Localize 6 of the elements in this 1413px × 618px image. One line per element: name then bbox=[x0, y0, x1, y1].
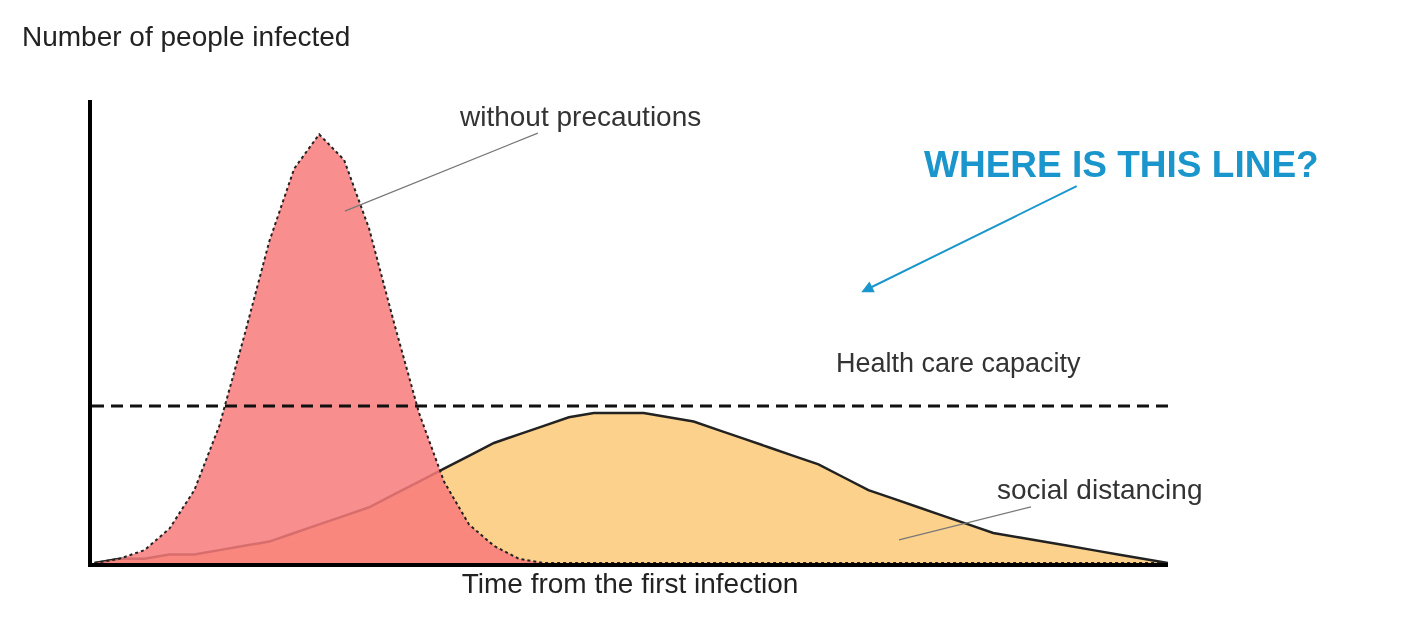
annotation: WHERE IS THIS LINE? bbox=[924, 144, 1319, 185]
x-axis-title: Time from the first infection bbox=[461, 567, 799, 599]
series-label: social distancing bbox=[997, 474, 1203, 505]
ref-line-label: Health care capacity bbox=[836, 348, 1082, 378]
y-axis-title: Number of people infected bbox=[22, 21, 351, 52]
text: without precautions bbox=[459, 101, 702, 132]
